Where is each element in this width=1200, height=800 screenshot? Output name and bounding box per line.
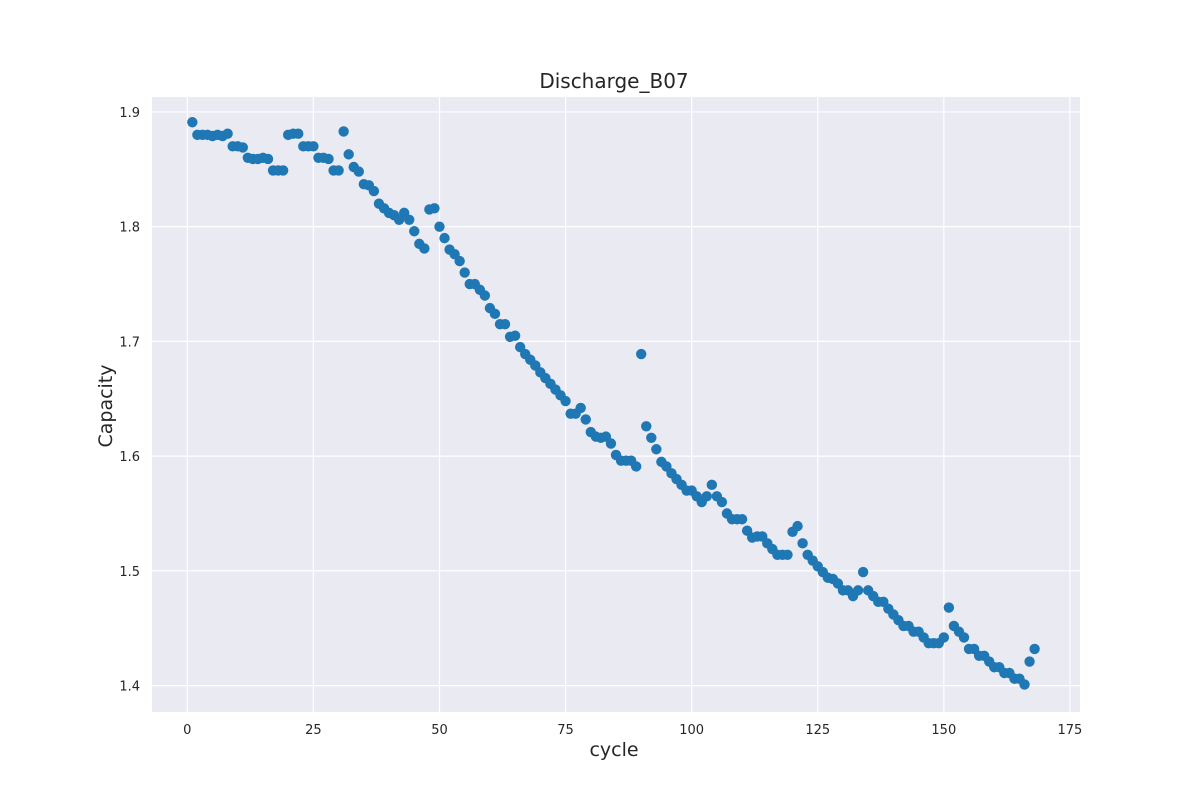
data-point bbox=[792, 520, 803, 532]
y-tick-label: 1.5 bbox=[119, 565, 140, 580]
data-points bbox=[187, 117, 1040, 690]
x-tick-labels: 0 25 50 75 100 125 150 175 bbox=[183, 723, 1082, 738]
data-point bbox=[857, 566, 869, 578]
data-point bbox=[1019, 679, 1030, 690]
data-point bbox=[187, 117, 198, 128]
data-point bbox=[943, 602, 955, 613]
data-point bbox=[636, 348, 647, 360]
data-point bbox=[368, 185, 380, 197]
data-point bbox=[706, 479, 718, 491]
y-tick-labels: 1.4 1.5 1.6 1.7 1.8 1.9 bbox=[119, 106, 140, 695]
data-point bbox=[459, 267, 470, 278]
data-point bbox=[701, 491, 712, 502]
data-point bbox=[419, 243, 430, 254]
data-point bbox=[429, 203, 440, 214]
data-point bbox=[237, 142, 248, 153]
data-point bbox=[797, 538, 808, 549]
data-point bbox=[323, 153, 334, 165]
x-axis-label: cycle bbox=[589, 739, 638, 761]
data-point bbox=[454, 255, 465, 267]
data-point bbox=[439, 232, 450, 244]
data-point bbox=[333, 165, 344, 176]
data-point bbox=[605, 438, 617, 449]
data-point bbox=[308, 141, 319, 152]
data-point bbox=[293, 128, 304, 139]
x-tick-label: 25 bbox=[305, 723, 322, 738]
data-point bbox=[277, 165, 289, 176]
data-point bbox=[630, 461, 642, 472]
data-point bbox=[338, 126, 349, 137]
data-point bbox=[409, 226, 420, 237]
y-tick-label: 1.9 bbox=[119, 106, 140, 121]
data-point bbox=[782, 549, 793, 561]
data-point bbox=[575, 402, 586, 414]
y-tick-label: 1.7 bbox=[119, 335, 140, 350]
data-point bbox=[262, 153, 274, 165]
data-point bbox=[343, 149, 354, 160]
data-point bbox=[499, 318, 511, 330]
data-point bbox=[434, 221, 445, 232]
data-point bbox=[651, 444, 662, 455]
x-tick-label: 75 bbox=[557, 723, 574, 738]
x-tick-label: 125 bbox=[805, 723, 830, 738]
data-point bbox=[716, 496, 728, 508]
data-point bbox=[958, 632, 970, 643]
data-point bbox=[560, 395, 571, 407]
x-tick-label: 100 bbox=[679, 723, 704, 738]
data-point bbox=[509, 330, 521, 341]
data-point bbox=[646, 432, 657, 443]
x-tick-label: 150 bbox=[931, 723, 956, 738]
data-point bbox=[353, 166, 364, 177]
data-point bbox=[222, 128, 233, 139]
chart-title: Discharge_B07 bbox=[539, 69, 688, 93]
x-tick-label: 175 bbox=[1057, 723, 1082, 738]
data-point bbox=[938, 632, 950, 643]
data-point bbox=[1029, 643, 1040, 655]
data-point bbox=[641, 421, 652, 432]
y-tick-label: 1.4 bbox=[119, 680, 140, 695]
x-tick-label: 0 bbox=[183, 723, 191, 738]
data-point bbox=[479, 290, 491, 301]
grid-lines bbox=[152, 97, 1080, 712]
data-point bbox=[852, 585, 864, 596]
data-point bbox=[580, 414, 591, 425]
data-point bbox=[489, 308, 501, 320]
y-tick-label: 1.8 bbox=[119, 221, 140, 236]
y-tick-label: 1.6 bbox=[119, 450, 140, 465]
data-point bbox=[404, 214, 415, 225]
x-tick-label: 50 bbox=[431, 723, 448, 738]
data-point bbox=[736, 514, 748, 525]
data-point bbox=[1024, 656, 1035, 667]
y-axis-label: Capacity bbox=[95, 364, 117, 447]
plot-area bbox=[152, 97, 1080, 712]
